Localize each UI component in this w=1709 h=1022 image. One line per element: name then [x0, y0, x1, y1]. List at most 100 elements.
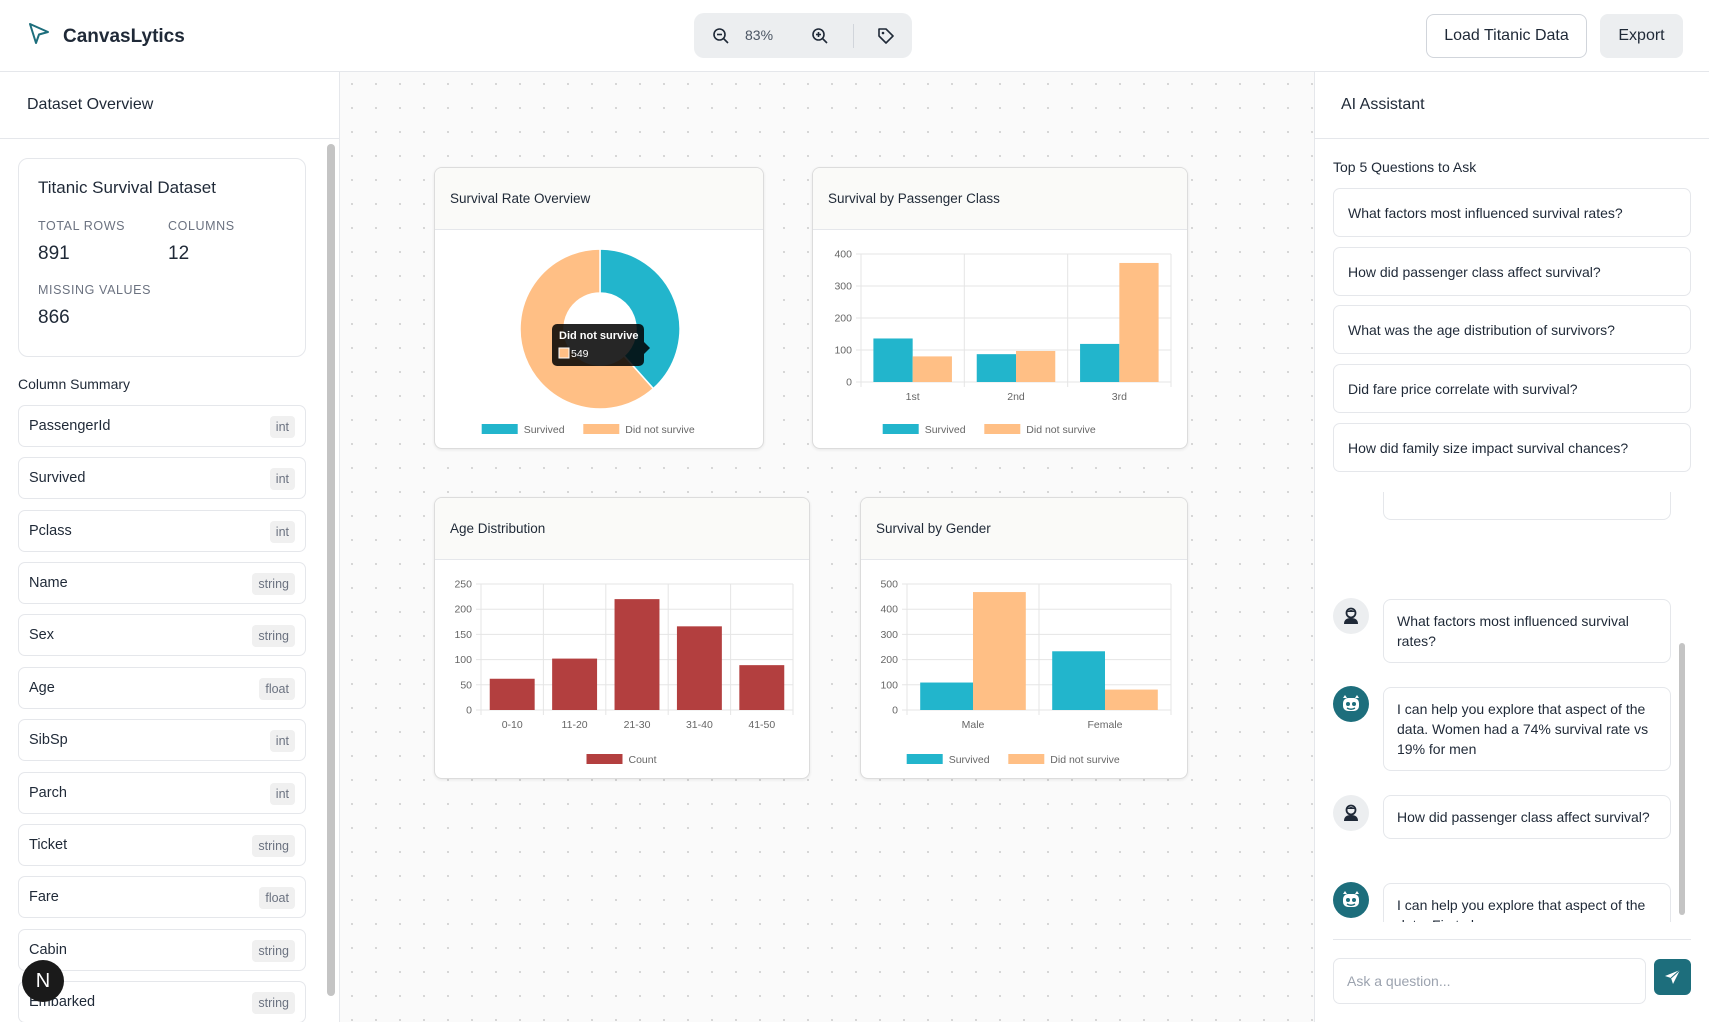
- chat-scrollbar-thumb[interactable]: [1679, 643, 1685, 915]
- chart-title: Age Distribution: [450, 521, 546, 536]
- bar-count: [552, 658, 598, 710]
- column-name: Fare: [29, 889, 59, 905]
- divider: [0, 138, 339, 139]
- column-item[interactable]: Age float: [18, 667, 306, 709]
- chart-card-age-distribution[interactable]: Age Distribution 0 50 100 150 200 250 0-10 11-2…: [434, 497, 810, 779]
- legend-swatch: [882, 424, 919, 434]
- column-item[interactable]: SibSp int: [18, 719, 306, 761]
- chart-card-gender[interactable]: Survival by Gender 0 100 200 300 400 500 Male F…: [860, 497, 1188, 779]
- user-icon: [1344, 607, 1358, 624]
- legend-swatch: [586, 754, 623, 764]
- cursor-arrow-logo-icon: [27, 22, 51, 51]
- robot-icon: [1343, 891, 1359, 907]
- user-avatar: [1333, 598, 1369, 634]
- questions-heading: Top 5 Questions to Ask: [1333, 159, 1477, 175]
- column-item[interactable]: Pclass int: [18, 510, 306, 552]
- x-tick-label: 3rd: [1112, 391, 1127, 403]
- suggested-question-button[interactable]: What was the age distribution of survivo…: [1333, 305, 1691, 354]
- app-name: CanvasLytics: [63, 25, 185, 47]
- column-name: Ticket: [29, 837, 68, 853]
- send-icon: [1664, 969, 1680, 984]
- bar-did-not-survive: [973, 592, 1026, 710]
- y-tick-label: 300: [834, 281, 852, 293]
- passenger-class-bar-chart: 0 100 200 300 400 1st 2nd 3rd Survived Did not su…: [834, 249, 1172, 436]
- load-titanic-data-button[interactable]: Load Titanic Data: [1426, 14, 1587, 58]
- column-item[interactable]: Ticket string: [18, 824, 306, 866]
- suggested-question-button[interactable]: How did passenger class affect survival?: [1333, 247, 1691, 296]
- column-item[interactable]: Survived int: [18, 457, 306, 499]
- column-name: Sex: [29, 627, 54, 643]
- column-name: Name: [29, 575, 68, 591]
- bar-survived: [920, 682, 973, 710]
- gender-bar-chart: 0 100 200 300 400 500 Male Female Survived Did no…: [880, 579, 1172, 766]
- column-item[interactable]: PassengerId int: [18, 405, 306, 447]
- column-name: Pclass: [29, 523, 72, 539]
- legend-label: Did not survive: [1026, 424, 1096, 436]
- bar-count: [489, 678, 535, 710]
- brand[interactable]: CanvasLytics: [27, 22, 185, 51]
- tooltip-swatch: [558, 347, 570, 359]
- y-tick-label: 0: [846, 377, 852, 389]
- x-tick-label: 1st: [906, 391, 920, 403]
- column-item[interactable]: Name string: [18, 562, 306, 604]
- zoom-in-button[interactable]: [808, 24, 832, 48]
- suggested-question-button[interactable]: How did family size impact survival chan…: [1333, 423, 1691, 472]
- tooltip-value: 549: [571, 348, 589, 360]
- select-tool-button[interactable]: [874, 24, 898, 48]
- column-type-badge: int: [269, 468, 295, 490]
- column-name: Cabin: [29, 942, 67, 958]
- legend-swatch: [583, 424, 620, 434]
- x-tick-label: 41-50: [748, 719, 775, 731]
- column-type-badge: string: [252, 573, 295, 595]
- chat-history[interactable]: What factors most influenced survival ra…: [1315, 492, 1709, 922]
- user-avatar: [1333, 795, 1369, 831]
- user-message: How did passenger class affect survival?: [1383, 795, 1671, 839]
- column-item[interactable]: Sex string: [18, 614, 306, 656]
- chart-canvas[interactable]: Survival Rate Overview Did not survive 54…: [340, 72, 1314, 1022]
- total-rows-label: TOTAL ROWS: [38, 219, 126, 233]
- y-tick-label: 200: [454, 604, 472, 616]
- column-type-badge: string: [252, 940, 295, 962]
- ai-assistant-panel: AI Assistant Top 5 Questions to Ask What…: [1314, 72, 1709, 1022]
- zoom-level: 83%: [745, 27, 774, 43]
- legend-swatch: [984, 424, 1021, 434]
- x-tick-label: 0-10: [502, 719, 523, 731]
- bar-count: [614, 599, 660, 710]
- bar-survived: [1052, 651, 1105, 710]
- y-tick-label: 500: [880, 579, 898, 591]
- send-button[interactable]: [1654, 959, 1691, 995]
- y-tick-label: 250: [454, 579, 472, 591]
- robot-icon: [1343, 695, 1359, 711]
- column-item[interactable]: Parch int: [18, 772, 306, 814]
- column-name: Age: [29, 680, 55, 696]
- legend-label: Count: [629, 754, 657, 766]
- chart-card-survival-rate[interactable]: Survival Rate Overview Did not survive 54…: [434, 167, 764, 449]
- scrollbar-thumb[interactable]: [327, 144, 335, 996]
- suggested-question-button[interactable]: What factors most influenced survival ra…: [1333, 188, 1691, 237]
- dataset-title: Titanic Survival Dataset: [38, 178, 216, 197]
- pointer-tag-icon: [878, 28, 894, 44]
- y-tick-label: 0: [466, 705, 472, 717]
- chart-card-header: Survival by Passenger Class: [813, 168, 1187, 230]
- legend-label: Did not survive: [1050, 754, 1120, 766]
- export-button[interactable]: Export: [1600, 14, 1683, 58]
- column-item[interactable]: Cabin string: [18, 929, 306, 971]
- bar-count: [676, 626, 722, 710]
- chart-title: Survival by Gender: [876, 521, 991, 536]
- n-badge[interactable]: N: [22, 960, 64, 1002]
- ask-question-input[interactable]: [1333, 958, 1646, 1004]
- legend-label: Survived: [925, 424, 966, 436]
- panel-title: AI Assistant: [1341, 96, 1425, 113]
- bar-survived: [976, 354, 1016, 382]
- chart-card-header: Survival Rate Overview: [435, 168, 763, 230]
- column-type-badge: int: [269, 783, 295, 805]
- zoom-out-button[interactable]: [709, 24, 733, 48]
- suggested-question-button[interactable]: Did fare price correlate with survival?: [1333, 364, 1691, 413]
- column-type-badge: string: [252, 992, 295, 1014]
- bot-message: I can help you explore that aspect of th…: [1383, 883, 1671, 922]
- y-tick-label: 100: [834, 345, 852, 357]
- column-item[interactable]: Fare float: [18, 876, 306, 918]
- column-type-badge: string: [252, 835, 295, 857]
- chart-card-passenger-class[interactable]: Survival by Passenger Class 0 100 200 300 40…: [812, 167, 1188, 449]
- divider: [1315, 138, 1709, 139]
